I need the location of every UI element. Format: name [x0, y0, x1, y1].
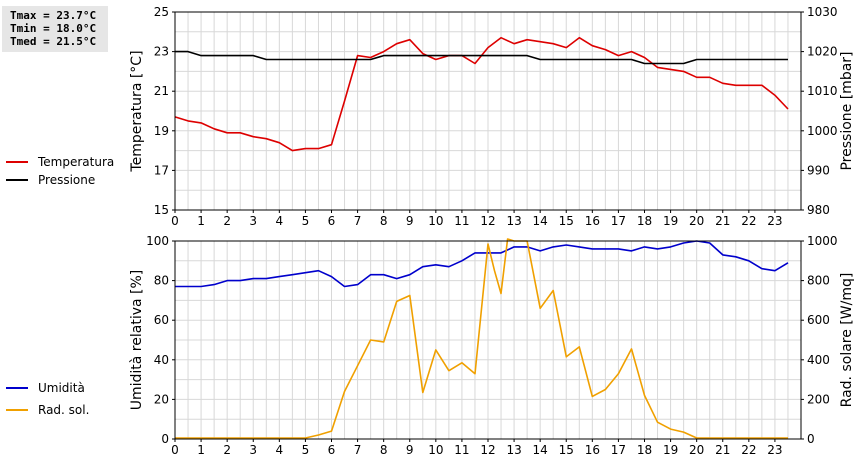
x-tick-label: 12: [480, 214, 495, 228]
y-right-tick-label: 1000: [807, 234, 838, 248]
y-right-tick-label: 1030: [807, 5, 838, 19]
chart-panel-2: 0 1 2 3 4 5 6 7 8 9 10 11 12 13 14 15 16 17 18 19 20 21 22 2302…: [129, 234, 855, 457]
series-line-1-1: [174, 36, 789, 152]
legend-label-temperature: Temperatura: [38, 155, 115, 169]
legend-label-radiation: Rad. sol.: [38, 403, 90, 417]
x-tick-label: 7: [354, 443, 362, 457]
legend-humidity: Umidità: [6, 380, 85, 396]
series-line-2-2: [175, 238, 788, 439]
y-right-tick-label: 1000: [807, 124, 838, 138]
legend-swatch-pressure: [6, 179, 28, 181]
x-tick-label: 5: [302, 443, 310, 457]
x-tick-label: 16: [585, 443, 600, 457]
x-tick-label: 19: [663, 443, 678, 457]
x-tick-label: 6: [328, 214, 336, 228]
x-tick-label: 20: [689, 443, 704, 457]
y-right-tick-label: 980: [807, 203, 830, 217]
y-right-tick-label: 0: [807, 432, 815, 446]
x-tick-label: 21: [715, 214, 730, 228]
legend-temperature: Temperatura: [6, 154, 114, 170]
y-left-tick-label: 15: [154, 203, 169, 217]
x-tick-label: 3: [249, 214, 257, 228]
y-left-tick-label: 19: [154, 124, 169, 138]
y-left-tick-label: 0: [161, 432, 169, 446]
x-tick-label: 10: [428, 443, 443, 457]
x-tick-label: 2: [223, 214, 231, 228]
x-tick-label: 4: [276, 443, 284, 457]
x-tick-label: 15: [559, 443, 574, 457]
y-right-tick-label: 600: [807, 313, 830, 327]
stats-box: Tmax = 23.7°C Tmin = 18.0°C Tmed = 21.5°…: [2, 6, 108, 52]
tmed-stat: Tmed = 21.5°C: [10, 35, 97, 48]
x-tick-label: 14: [533, 443, 548, 457]
y-left-tick-label: 23: [154, 45, 169, 59]
legend-swatch-radiation: [6, 409, 28, 411]
y-left-tick-label: 40: [154, 353, 169, 367]
y-right-tick-label: 800: [807, 274, 830, 288]
legend-swatch-humidity: [6, 387, 28, 389]
y-right-tick-label: 400: [807, 353, 830, 367]
x-tick-label: 19: [663, 214, 678, 228]
x-tick-label: 6: [328, 443, 336, 457]
chart-panel-1: 0 1 2 3 4 5 6 7 8 9 10 11 12 13 14 15 16 17 18 19 20 21 22 2315…: [129, 5, 855, 228]
legend-label-humidity: Umidità: [38, 381, 85, 395]
y-left-tick-label: 60: [154, 313, 169, 327]
y-right-tick-label: 1010: [807, 84, 838, 98]
y-left-tick-label: 21: [154, 84, 169, 98]
x-tick-label: 14: [533, 214, 548, 228]
x-tick-label: 20: [689, 214, 704, 228]
x-tick-label: 22: [741, 214, 756, 228]
x-tick-label: 2: [223, 443, 231, 457]
x-tick-label: 17: [611, 214, 626, 228]
y-right-tick-label: 990: [807, 163, 830, 177]
y-right-axis-label: Pressione [mbar]: [839, 51, 855, 170]
x-tick-label: 11: [454, 214, 469, 228]
y-right-axis-label: Rad. solare [W/mq]: [839, 273, 855, 408]
series-line-2-1: [175, 240, 789, 288]
y-left-tick-label: 100: [146, 234, 169, 248]
x-tick-label: 0: [171, 443, 179, 457]
y-left-tick-label: 25: [154, 5, 169, 19]
y-right-tick-label: 1020: [807, 45, 838, 59]
y-left-tick-label: 17: [154, 163, 169, 177]
x-tick-label: 13: [506, 443, 521, 457]
x-tick-label: 18: [637, 214, 652, 228]
y-left-tick-label: 20: [154, 392, 169, 406]
x-tick-label: 1: [197, 443, 205, 457]
tmin-stat: Tmin = 18.0°C: [10, 22, 97, 35]
series-line-1-2: [175, 50, 788, 65]
x-tick-label: 9: [406, 443, 414, 457]
x-tick-label: 21: [715, 443, 730, 457]
x-tick-label: 17: [611, 443, 626, 457]
y-left-tick-label: 80: [154, 274, 169, 288]
x-tick-label: 13: [506, 214, 521, 228]
x-tick-label: 12: [480, 443, 495, 457]
x-tick-label: 4: [276, 214, 284, 228]
x-tick-label: 1: [197, 214, 205, 228]
x-tick-label: 0: [171, 214, 179, 228]
x-tick-label: 9: [406, 214, 414, 228]
x-tick-label: 3: [249, 443, 257, 457]
x-tick-label: 23: [767, 214, 782, 228]
legend-pressure: Pressione: [6, 172, 95, 188]
x-tick-label: 23: [767, 443, 782, 457]
x-tick-label: 8: [380, 443, 388, 457]
legend-label-pressure: Pressione: [38, 173, 96, 187]
x-tick-label: 8: [380, 214, 388, 228]
legend-radiation: Rad. sol.: [6, 402, 89, 418]
y-left-axis-label: Temperatura [°C]: [129, 50, 145, 172]
x-tick-label: 15: [559, 214, 574, 228]
x-tick-label: 22: [741, 443, 756, 457]
x-tick-label: 5: [302, 214, 310, 228]
x-tick-label: 16: [585, 214, 600, 228]
tmax-stat: Tmax = 23.7°C: [10, 9, 97, 22]
legend-swatch-temperature: [6, 161, 28, 163]
y-right-tick-label: 200: [807, 392, 830, 406]
y-left-axis-label: Umidità relativa [%]: [129, 270, 145, 411]
x-tick-label: 18: [637, 443, 652, 457]
x-tick-label: 7: [354, 214, 362, 228]
x-tick-label: 10: [428, 214, 443, 228]
x-tick-label: 11: [454, 443, 469, 457]
